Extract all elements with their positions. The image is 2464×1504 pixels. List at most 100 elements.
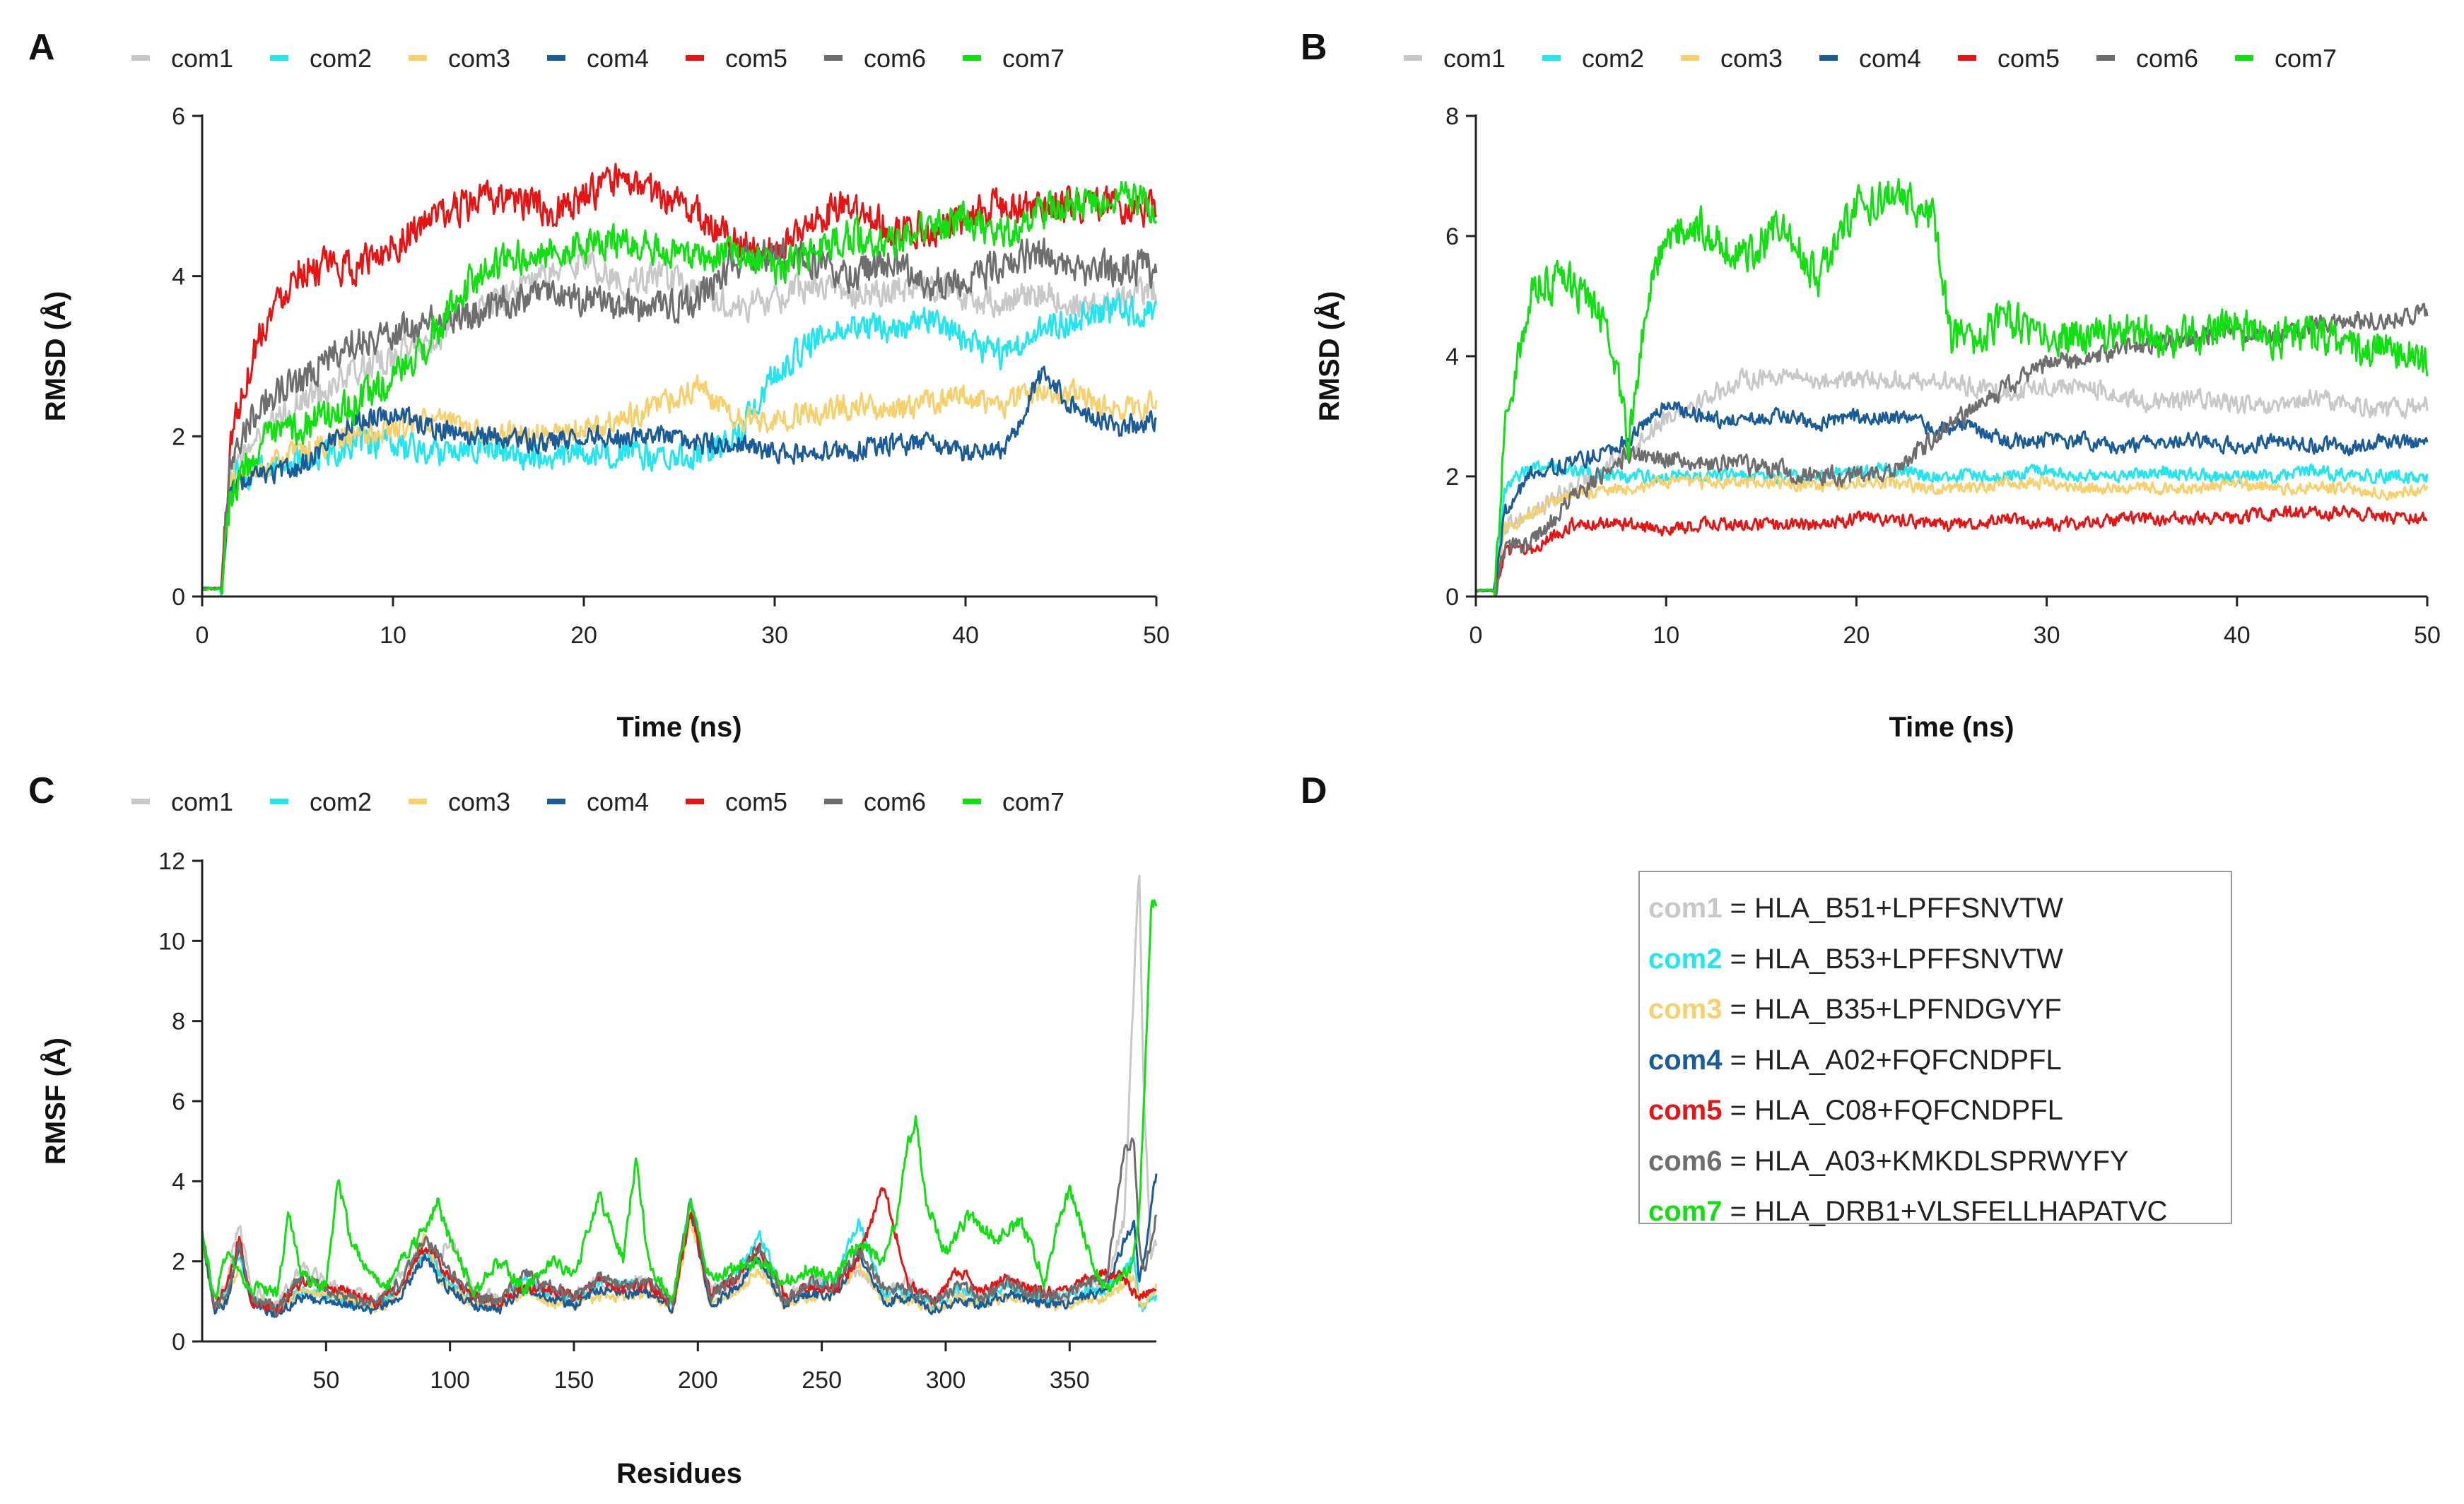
y-axis-title: RMSD (Å) [1313, 291, 1345, 421]
key-desc: HLA_A02+FQFCNDPFL [1754, 1044, 2062, 1076]
y-tick-label: 6 [172, 103, 185, 130]
y-tick-label: 8 [1445, 103, 1459, 130]
y-tick-label: 10 [158, 928, 185, 955]
x-tick-label: 50 [1143, 622, 1170, 649]
legend-label-com5: com5 [725, 787, 787, 816]
key-separator: = [1722, 1196, 1755, 1227]
series-com4 [201, 365, 1157, 593]
series-com5 [201, 163, 1158, 591]
x-tick-label: 50 [2414, 622, 2441, 649]
legend-label-com1: com1 [171, 787, 233, 816]
x-tick-label: 20 [570, 622, 597, 649]
legend-label-com2: com2 [1582, 44, 1644, 73]
key-row: com1 = HLA_B51+LPFFSNVTW [1648, 883, 2231, 934]
y-tick-label: 2 [1445, 464, 1459, 490]
y-tick-label: 6 [1445, 223, 1459, 250]
panel-letter-b: B [1301, 27, 1327, 68]
y-tick-label: 4 [172, 1168, 185, 1195]
legend-label-com2: com2 [310, 44, 372, 73]
series-com2 [1475, 459, 2429, 593]
x-tick-label: 10 [380, 622, 406, 649]
series-com5 [1475, 505, 2428, 598]
legend-label-com6: com6 [2136, 44, 2198, 73]
key-row: com6 = HLA_A03+KMKDLSPRWYFY [1648, 1136, 2231, 1187]
legend-label-com3: com3 [448, 44, 510, 73]
x-axis-title: Time (ns) [616, 712, 741, 743]
chart-c: com1 com2 com3 com4 com5 com6 com7 0 2 4 6 8 10 12 50 1… [40, 787, 1158, 1489]
legend-label-com6: com6 [864, 787, 926, 816]
legend-label-com1: com1 [171, 44, 233, 73]
key-name: com7 [1648, 1196, 1723, 1227]
x-tick-label: 40 [2224, 622, 2251, 649]
x-axis-title: Residues [616, 1458, 742, 1489]
key-separator: = [1722, 1044, 1755, 1076]
series-com6 [201, 237, 1158, 591]
panel-letter-c: C [28, 770, 55, 811]
legend-label-com7: com7 [2275, 44, 2337, 73]
series-com1 [201, 247, 1158, 594]
y-tick-label: 4 [1445, 343, 1459, 370]
legend-label-com3: com3 [448, 787, 510, 816]
x-tick-label: 50 [312, 1367, 339, 1394]
key-desc: HLA_DRB1+VLSFELLHAPATVC [1754, 1196, 2168, 1227]
x-tick-label: 250 [802, 1367, 842, 1394]
key-row: com4 = HLA_A02+FQFCNDPFL [1648, 1035, 2231, 1086]
y-tick-label: 0 [172, 584, 185, 611]
y-tick-label: 0 [172, 1329, 185, 1356]
x-tick-label: 30 [761, 622, 788, 649]
complex-key-box: com1 = HLA_B51+LPFFSNVTW com2 = HLA_B53+… [1638, 871, 2232, 1227]
legend-label-com5: com5 [725, 44, 787, 73]
panel-letter-a: A [28, 27, 55, 68]
key-desc: HLA_C08+FQFCNDPFL [1754, 1095, 2063, 1126]
x-tick-label: 300 [926, 1367, 966, 1394]
y-axis-title: RMSD (Å) [40, 291, 71, 421]
legend-label-com4: com4 [587, 44, 649, 73]
key-row: com5 = HLA_C08+FQFCNDPFL [1648, 1086, 2231, 1136]
legend-label-com4: com4 [1859, 44, 1921, 73]
y-tick-label: 0 [1445, 584, 1459, 611]
y-tick-label: 2 [172, 1249, 185, 1276]
series-com7 [201, 180, 1158, 595]
key-desc: HLA_B53+LPFFSNVTW [1754, 943, 2063, 975]
x-tick-label: 0 [1469, 622, 1483, 649]
key-name: com3 [1648, 994, 1723, 1025]
series-com7 [1475, 178, 2429, 598]
legend-label-com2: com2 [310, 787, 372, 816]
x-tick-label: 200 [678, 1367, 718, 1394]
x-tick-label: 20 [1843, 622, 1870, 649]
y-tick-label: 6 [172, 1088, 185, 1115]
x-tick-label: 40 [952, 622, 979, 649]
key-separator: = [1722, 1145, 1755, 1177]
series-com2 [201, 292, 1157, 598]
x-tick-label: 350 [1050, 1367, 1090, 1394]
series-com1 [201, 874, 1158, 1311]
series-com7 [201, 899, 1158, 1303]
key-desc: HLA_B51+LPFFSNVTW [1754, 893, 2063, 924]
legend-label-com7: com7 [1002, 44, 1064, 73]
key-name: com2 [1648, 943, 1723, 975]
y-tick-label: 4 [172, 264, 185, 290]
key-name: com5 [1648, 1095, 1723, 1126]
y-tick-label: 12 [158, 848, 185, 875]
key-name: com4 [1648, 1044, 1723, 1076]
key-separator: = [1722, 1095, 1755, 1126]
legend-label-com6: com6 [864, 44, 926, 73]
series-com3 [201, 374, 1158, 591]
x-tick-label: 30 [2034, 622, 2060, 649]
panel-letter-d: D [1301, 770, 1327, 811]
x-tick-label: 10 [1653, 622, 1679, 649]
chart-b: com1 com2 com3 com4 com5 com6 com7 0 2 4 6 8 0 10 20 30… [1313, 44, 2441, 743]
x-tick-label: 0 [196, 622, 209, 649]
key-separator: = [1722, 943, 1755, 975]
series-com5 [201, 1187, 1157, 1315]
key-separator: = [1722, 893, 1755, 924]
key-desc: HLA_A03+KMKDLSPRWYFY [1754, 1145, 2129, 1177]
key-desc: HLA_B35+LPFNDGVYF [1754, 994, 2062, 1025]
key-row: com2 = HLA_B53+LPFFSNVTW [1648, 934, 2231, 985]
x-tick-label: 150 [554, 1367, 594, 1394]
legend-label-com1: com1 [1443, 44, 1506, 73]
legend-label-com7: com7 [1002, 787, 1064, 816]
key-row: com3 = HLA_B35+LPFNDGVYF [1648, 985, 2231, 1035]
chart-a: com1 com2 com3 com4 com5 com6 com7 0 2 4 6 0 10 20 30 4… [40, 44, 1170, 743]
